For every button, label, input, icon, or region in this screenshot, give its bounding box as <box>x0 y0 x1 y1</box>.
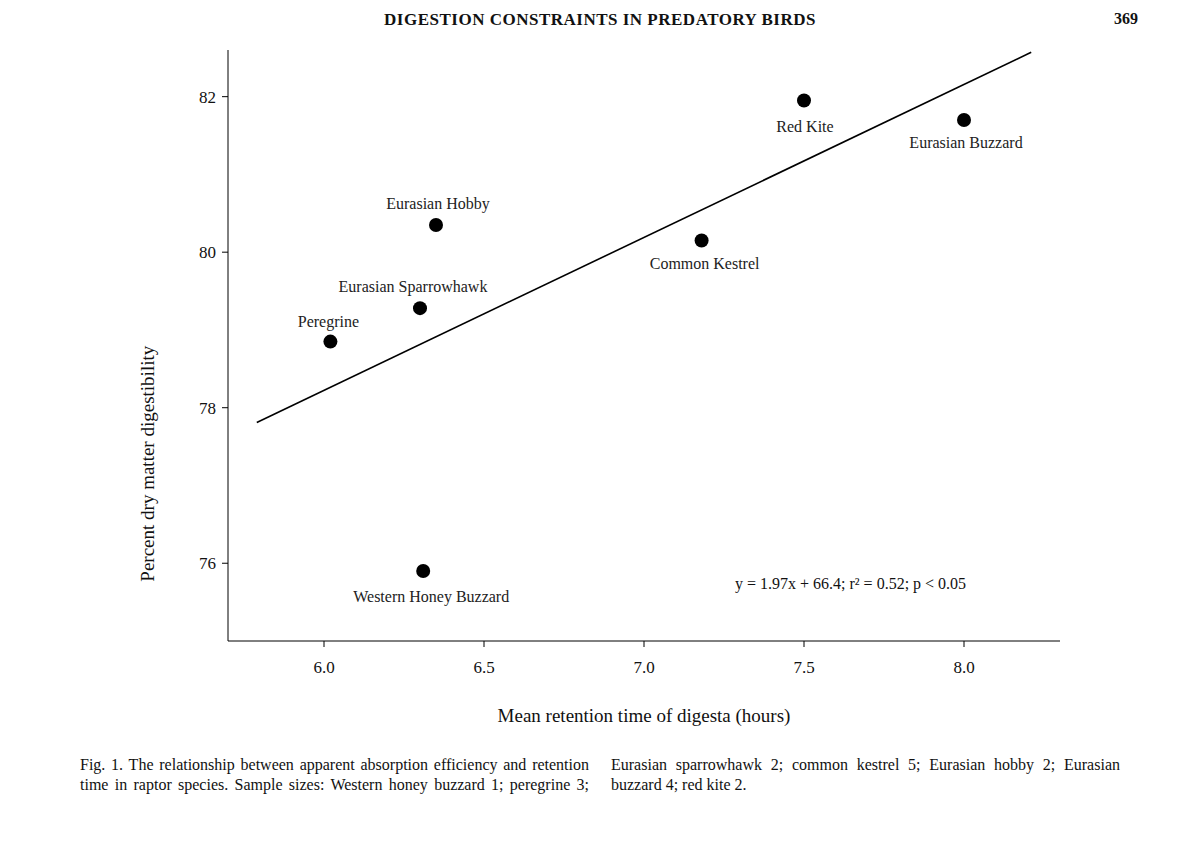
svg-text:76: 76 <box>199 554 216 573</box>
svg-text:6.5: 6.5 <box>473 658 494 677</box>
html-text:Fig. 1. The relationship betwe: Fig. 1. The relationship between apparen… <box>80 756 1120 793</box>
svg-text:Common Kestrel: Common Kestrel <box>650 255 760 272</box>
svg-text:7.0: 7.0 <box>633 658 654 677</box>
svg-text:Mean retention time of digesta: Mean retention time of digesta (hours) <box>498 705 791 727</box>
html-text:369: 369 <box>1114 10 1138 27</box>
svg-text:Western Honey Buzzard: Western Honey Buzzard <box>353 588 509 606</box>
svg-text:78: 78 <box>199 399 216 418</box>
svg-text:Eurasian Buzzard: Eurasian Buzzard <box>909 134 1022 151</box>
html-text:DIGESTION CONSTRAINTS IN PREDA: DIGESTION CONSTRAINTS IN PREDATORY BIRDS <box>384 10 816 29</box>
svg-text:Percent dry matter digestibili: Percent dry matter digestibility <box>137 345 158 581</box>
svg-text:Red Kite: Red Kite <box>776 118 833 135</box>
svg-text:80: 80 <box>199 243 216 262</box>
svg-text:Eurasian Sparrowhawk: Eurasian Sparrowhawk <box>339 278 488 296</box>
html-text:y = 1.97x + 66.4; r² = 0.52; p: y = 1.97x + 66.4; r² = 0.52; p < 0.05 <box>735 575 967 592</box>
svg-text:Eurasian Hobby: Eurasian Hobby <box>386 195 490 213</box>
svg-text:Peregrine: Peregrine <box>298 313 359 331</box>
svg-text:82: 82 <box>199 88 216 107</box>
svg-text:8.0: 8.0 <box>953 658 974 677</box>
svg-text:7.5: 7.5 <box>793 658 814 677</box>
svg-text:6.0: 6.0 <box>313 658 334 677</box>
